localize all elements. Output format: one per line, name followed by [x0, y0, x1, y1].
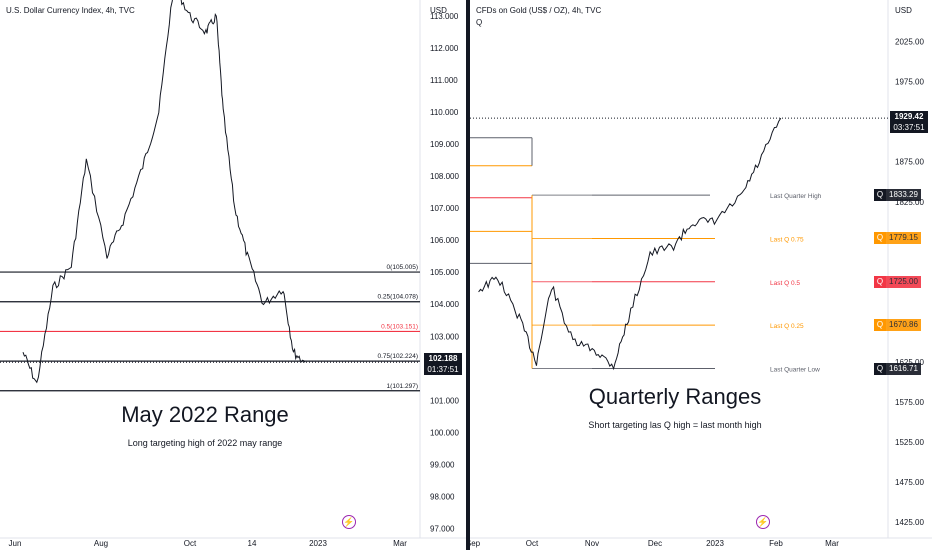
- fib-level-label: 0(105.005): [387, 264, 418, 271]
- right-x-tick-label: Oct: [526, 539, 539, 548]
- quarter-level-badge: Q 1616.71: [874, 362, 921, 375]
- left-y-tick-label: 113.000: [430, 12, 459, 21]
- left-y-tick-label: 107.000: [430, 204, 459, 213]
- quarter-level-badge-tag: Q: [874, 319, 886, 332]
- quarter-level-badge-value: 1725.00: [886, 275, 921, 288]
- quarter-level-badge-value: 1779.15: [886, 232, 921, 245]
- left-chart-title: U.S. Dollar Currency Index, 4h, TVC: [6, 6, 135, 15]
- right-annotation-title: Quarterly Ranges: [588, 384, 762, 409]
- right-annotation-subtitle: Short targeting las Q high = last month …: [588, 420, 762, 430]
- fib-level-label: 0.75(102.224): [378, 353, 418, 360]
- right-chart-subtitle: Q: [476, 18, 483, 27]
- left-y-tick-label: 99.000: [430, 460, 455, 469]
- left-price-badge-countdown: 01:37:51: [427, 365, 459, 374]
- left-annotation-subtitle: Long targeting high of 2022 may range: [127, 438, 283, 448]
- right-y-tick-label: 1975.00: [895, 78, 924, 87]
- quarter-level-badge-tag: Q: [874, 189, 886, 202]
- quarter-level-label: Last Quarter High: [770, 193, 822, 200]
- quarter-level-badge: Q 1833.29: [874, 189, 921, 202]
- quarter-level-badge-tag: Q: [874, 362, 886, 375]
- right-y-tick-label: 2025.00: [895, 38, 924, 47]
- left-y-tick-label: 98.000: [430, 492, 455, 501]
- right-price-badge-price: 1929.42: [894, 112, 924, 121]
- left-x-tick-label: Aug: [94, 539, 108, 548]
- left-y-tick-label: 110.000: [430, 108, 459, 117]
- quarter-level-badge: Q 1779.15: [874, 232, 921, 245]
- fib-level-label: 1(101.297): [387, 383, 418, 390]
- quarter-level-label: Last Quarter Low: [770, 367, 820, 374]
- quarter-level-label: Last Q 0.5: [770, 280, 800, 287]
- pane-divider[interactable]: [466, 0, 470, 550]
- right-x-tick-label: Nov: [585, 539, 599, 548]
- left-y-tick-label: 103.000: [430, 332, 459, 341]
- right-price-badge-countdown: 03:37:51: [893, 123, 925, 132]
- right-x-tick-label: Sep: [470, 539, 481, 548]
- right-y-tick-label: 1575.00: [895, 398, 924, 407]
- left-y-tick-label: 105.000: [430, 268, 459, 277]
- left-currency-label: USD: [430, 6, 447, 15]
- quarter-level-badge-value: 1833.29: [886, 189, 921, 202]
- right-currency-label: USD: [895, 6, 912, 15]
- right-x-tick-label: Feb: [769, 539, 783, 548]
- left-y-tick-label: 106.000: [430, 236, 459, 245]
- tradingview-lightning-icon[interactable]: ⚡: [342, 515, 356, 529]
- left-annotation-title: May 2022 Range: [121, 402, 289, 427]
- left-price-badge-price: 102.188: [428, 354, 458, 363]
- right-chart-title: CFDs on Gold (US$ / OZ), 4h, TVC: [476, 6, 602, 15]
- quarter-level-badge-tag: Q: [874, 232, 886, 245]
- tradingview-lightning-icon[interactable]: ⚡: [756, 515, 770, 529]
- left-y-tick-label: 101.000: [430, 396, 459, 405]
- usd-index-chart-pane[interactable]: 113.000 112.000 111.000 110.000 109.000 108.0…: [0, 0, 466, 550]
- right-x-tick-label: Mar: [825, 539, 839, 548]
- right-y-tick-label: 1475.00: [895, 478, 924, 487]
- left-y-tick-label: 104.000: [430, 300, 459, 309]
- left-x-tick-label: 2023: [309, 539, 327, 548]
- right-y-tick-label: 1525.00: [895, 438, 924, 447]
- quarter-level-badge-value: 1670.86: [886, 319, 921, 332]
- quarter-level-badge: Q 1670.86: [874, 319, 921, 332]
- left-y-tick-label: 112.000: [430, 44, 459, 53]
- right-y-tick-label: 1875.00: [895, 158, 924, 167]
- left-y-tick-label: 111.000: [430, 76, 458, 85]
- left-y-tick-label: 97.000: [430, 524, 455, 533]
- gold-price-series: [478, 117, 782, 371]
- quarter-level-badge-tag: Q: [874, 275, 886, 288]
- fib-level-label: 0.25(104.078): [378, 294, 418, 301]
- left-x-tick-label: Jun: [9, 539, 22, 548]
- gold-chart-pane[interactable]: 2025.00 1975.00 1875.00 1825.00 1625.00 1575.…: [470, 0, 932, 550]
- right-y-tick-label: 1625.00: [895, 358, 924, 367]
- left-x-tick-label: Oct: [184, 539, 197, 548]
- quarter-level-label: Last Q 0.25: [770, 323, 804, 330]
- usd-index-price-series: [22, 0, 306, 384]
- left-x-tick-label: Mar: [393, 539, 407, 548]
- right-x-tick-label: 2023: [706, 539, 724, 548]
- left-y-tick-label: 109.000: [430, 140, 459, 149]
- left-price-badge: 102.188 01:37:51: [424, 353, 462, 375]
- right-y-tick-label: 1825.00: [895, 198, 924, 207]
- usd-index-chart[interactable]: 113.000 112.000 111.000 110.000 109.000 108.0…: [0, 0, 466, 550]
- gold-chart[interactable]: 2025.00 1975.00 1875.00 1825.00 1625.00 1575.…: [470, 0, 932, 550]
- right-y-tick-label: 1425.00: [895, 518, 924, 527]
- quarter-level-badge-value: 1616.71: [886, 362, 921, 375]
- quarter-level-badge: Q 1725.00: [874, 275, 921, 288]
- right-x-tick-label: Dec: [648, 539, 662, 548]
- left-y-tick-label: 100.000: [430, 428, 459, 437]
- quarter-level-label: Last Q 0.75: [770, 236, 804, 243]
- fib-level-label: 0.5(103.151): [381, 323, 418, 330]
- left-y-tick-label: 108.000: [430, 172, 459, 181]
- right-price-badge: 1929.42 03:37:51: [890, 111, 928, 133]
- left-x-tick-label: 14: [248, 539, 257, 548]
